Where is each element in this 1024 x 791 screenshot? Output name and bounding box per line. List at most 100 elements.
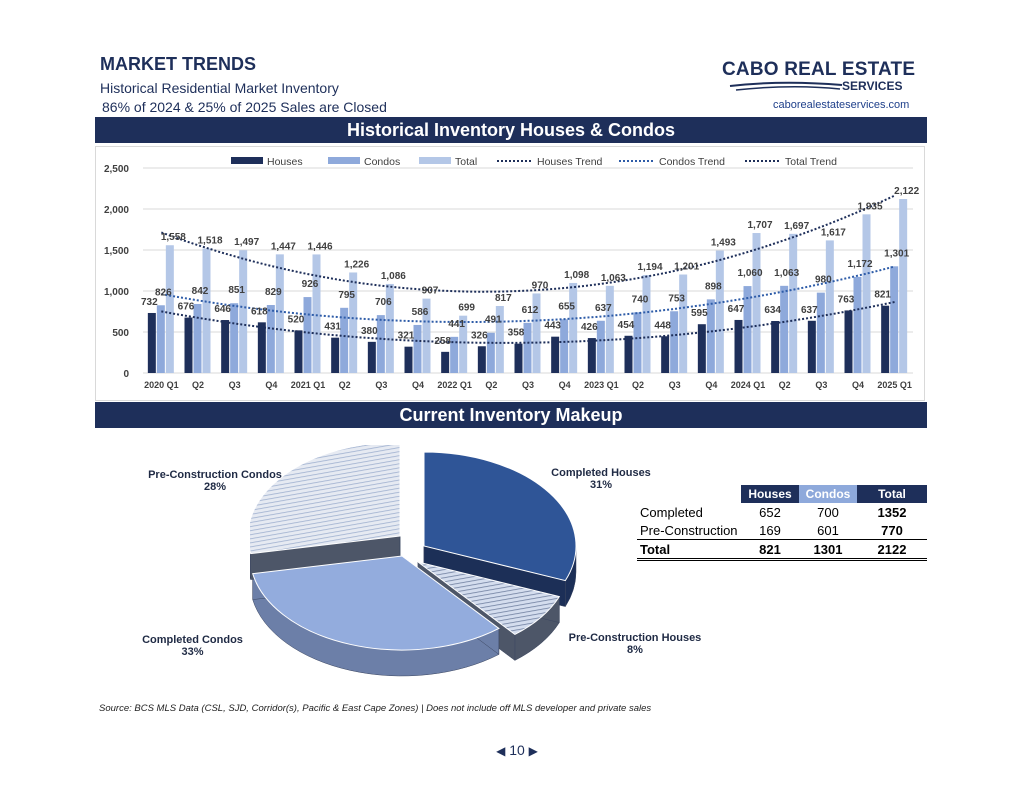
bar-houses [477, 346, 486, 373]
data-label-total: 1,493 [711, 238, 736, 249]
data-label-total: 970 [532, 280, 549, 291]
pie-label-completed-houses: Completed Houses 31% [551, 467, 651, 491]
cell-condos: 601 [817, 522, 839, 538]
data-label-houses: 763 [838, 294, 855, 305]
x-tick-label: Q3 [669, 380, 681, 390]
bar-total [715, 250, 724, 373]
bar-total [789, 233, 798, 373]
bar-houses [441, 351, 450, 373]
section-header-current: Current Inventory Makeup [95, 402, 927, 428]
bar-total [385, 283, 394, 373]
x-tick-label: Q2 [339, 380, 351, 390]
bar-total [422, 298, 431, 373]
pie-slice-completed-condos [252, 555, 500, 651]
pie-label-preconstruction-houses: Pre-Construction Houses 8% [568, 632, 702, 656]
x-tick-label: Q3 [375, 380, 387, 390]
data-label-houses: 676 [178, 302, 195, 313]
data-label-condos: 1,172 [847, 259, 872, 270]
data-label-total: 1,226 [344, 259, 369, 270]
trend-line [160, 194, 896, 293]
data-label-houses: 358 [508, 328, 525, 339]
data-label-houses: 454 [618, 320, 635, 331]
x-tick-label: Q4 [559, 380, 571, 390]
logo-swoosh-icon [729, 81, 843, 91]
col-header-houses: Houses [741, 485, 799, 503]
bar-houses [294, 330, 303, 373]
x-tick-label: 2022 Q1 [437, 380, 472, 390]
data-label-condos: 795 [338, 290, 355, 301]
data-label-total: 1,935 [857, 201, 882, 212]
y-tick-label: 1,500 [104, 246, 129, 257]
x-tick-label: Q4 [265, 380, 277, 390]
data-label-houses: 326 [471, 330, 488, 341]
pie-label-preconstruction-condos: Pre-Construction Condos 28% [148, 469, 282, 493]
data-label-condos: 842 [192, 286, 209, 297]
bar-total [495, 306, 504, 373]
prev-page-icon[interactable]: ◀ [496, 744, 506, 758]
section-header-historical: Historical Inventory Houses & Condos [95, 117, 927, 143]
inventory-table: Houses Condos Total Completed 652 700 13… [637, 485, 927, 561]
bar-houses [587, 338, 596, 373]
legend-swatch [419, 157, 451, 164]
bar-total [532, 293, 541, 373]
page-title: MARKET TRENDS [100, 54, 256, 74]
bar-condos [413, 324, 422, 373]
pie-label-completed-condos: Completed Condos 33% [142, 634, 243, 658]
data-label-total: 1,497 [234, 237, 259, 248]
data-label-houses: 321 [398, 331, 415, 342]
table-row: Pre-Construction 169 601 770 [637, 521, 927, 540]
trend-line [161, 301, 895, 344]
bar-condos [853, 276, 862, 373]
bar-houses [697, 324, 706, 373]
data-label-condos: 898 [705, 281, 722, 292]
x-tick-label: 2020 Q1 [144, 380, 179, 390]
pie-slice-pre-construction-condos [250, 445, 401, 555]
bar-houses [881, 305, 890, 373]
table-total-row: Total 821 1301 2122 [637, 539, 927, 561]
bar-condos [486, 332, 495, 373]
data-label-houses: 647 [728, 304, 745, 315]
data-label-condos: 740 [632, 294, 649, 305]
data-label-condos: 851 [228, 285, 245, 296]
data-label-houses: 646 [214, 304, 231, 315]
data-label-condos: 926 [302, 279, 319, 290]
bar-total [752, 233, 761, 373]
data-label-total: 699 [458, 303, 475, 314]
data-label-total: 1,201 [674, 262, 699, 273]
data-label-condos: 1,063 [774, 268, 799, 279]
bar-total [349, 272, 358, 373]
website-link[interactable]: caborealestateservices.com [773, 99, 910, 111]
bar-total [275, 254, 284, 373]
legend-label: Houses Trend [537, 156, 603, 168]
cell-houses: 652 [759, 504, 781, 520]
bar-houses [184, 317, 193, 373]
x-tick-label: Q3 [815, 380, 827, 390]
bar-houses [404, 346, 413, 373]
data-label-total: 1,063 [601, 273, 626, 284]
legend-swatch [231, 157, 263, 164]
next-page-icon[interactable]: ▶ [528, 744, 538, 758]
logo-text: CABO REAL ESTATE [722, 59, 916, 80]
data-label-total: 1,518 [197, 236, 222, 247]
bar-condos [780, 285, 789, 373]
legend-label: Total Trend [785, 156, 837, 168]
data-label-condos: 1,301 [884, 248, 909, 259]
data-label-total: 1,098 [564, 270, 589, 281]
inventory-makeup-pie [250, 445, 577, 677]
x-tick-label: Q4 [852, 380, 864, 390]
bar-total [862, 214, 871, 373]
data-label-condos: 706 [375, 297, 392, 308]
data-label-houses: 732 [141, 297, 158, 308]
data-label-total: 817 [495, 293, 512, 304]
bar-condos [890, 266, 899, 373]
bar-total [239, 250, 248, 373]
bar-total [202, 248, 211, 373]
data-label-condos: 655 [558, 301, 575, 312]
row-label: Completed [640, 504, 703, 520]
sales-note: 86% of 2024 & 25% of 2025 Sales are Clos… [102, 99, 387, 115]
data-label-houses: 520 [288, 314, 305, 325]
bar-houses [771, 321, 780, 373]
bar-total [459, 315, 468, 373]
legend-label: Houses [267, 156, 303, 168]
data-label-houses: 380 [361, 326, 378, 337]
